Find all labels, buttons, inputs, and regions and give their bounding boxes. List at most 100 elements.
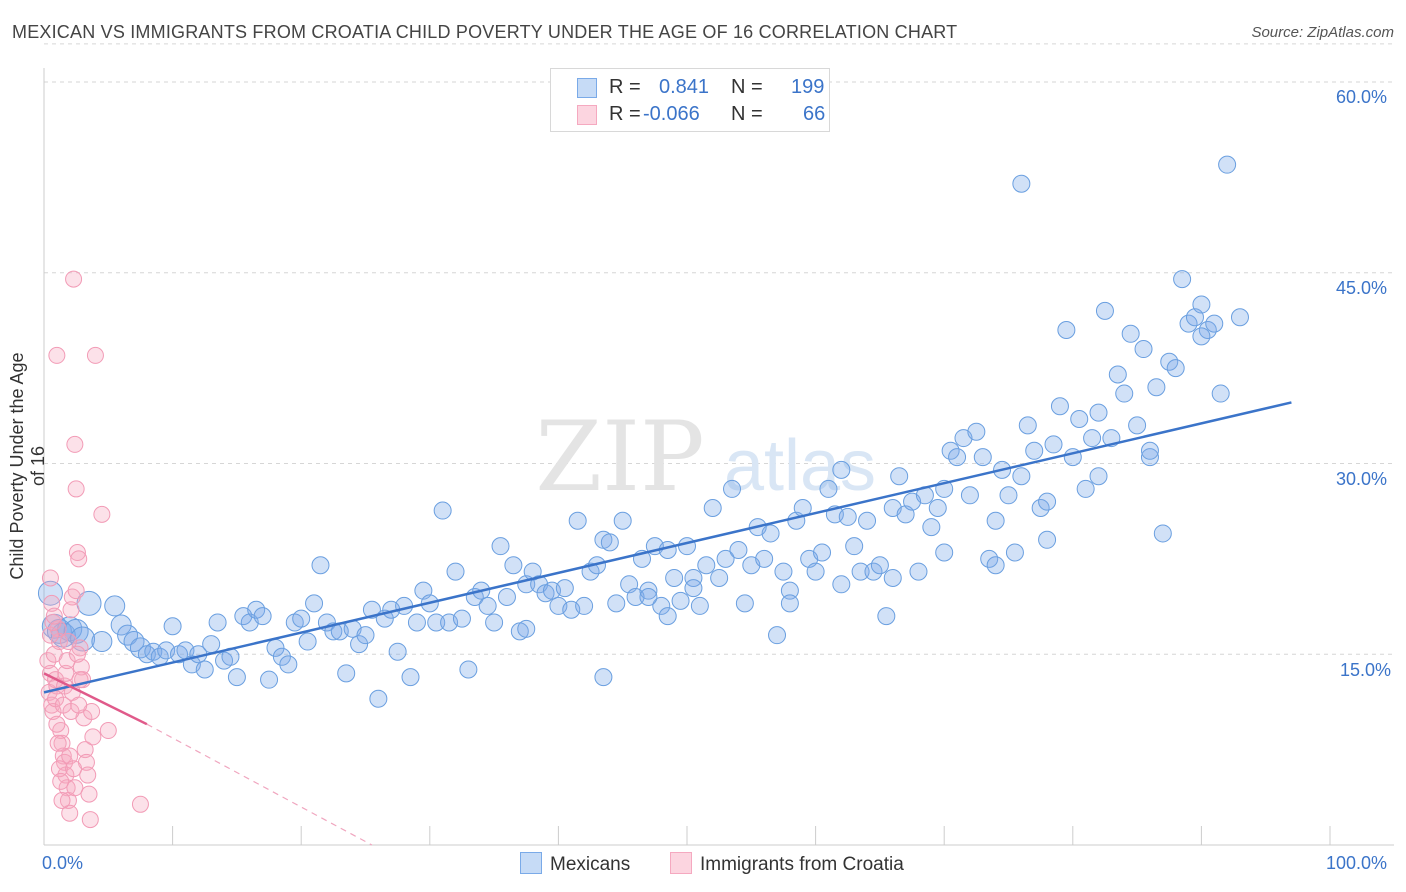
point-mexicans-156 <box>1050 397 1069 416</box>
point-mexicans-173 <box>1160 352 1179 371</box>
point-mexicans-197 <box>1192 327 1211 346</box>
chart-source: Source: ZipAtlas.com <box>1251 24 1394 41</box>
point-mexicans-113 <box>774 562 793 581</box>
point-croatia-63 <box>41 569 59 587</box>
series-mexicans <box>37 155 1249 708</box>
point-croatia-21 <box>66 435 84 453</box>
point-mexicans-123 <box>838 507 857 526</box>
point-mexicans-54 <box>395 596 414 615</box>
point-mexicans-63 <box>452 609 471 628</box>
point-mexicans-189 <box>780 594 799 613</box>
point-mexicans-149 <box>1005 543 1024 562</box>
point-mexicans-99 <box>684 568 703 587</box>
point-mexicans-193 <box>986 511 1005 530</box>
n-label: N = <box>731 103 763 125</box>
point-mexicans-9 <box>104 595 126 617</box>
point-mexicans-120 <box>819 479 838 498</box>
point-mexicans-64 <box>459 660 478 679</box>
point-mexicans-94 <box>652 596 671 615</box>
point-croatia-11 <box>53 734 71 752</box>
y-tick-30: 30.0% <box>1336 469 1388 489</box>
point-mexicans-142 <box>960 486 979 505</box>
point-mexicans-114 <box>780 581 799 600</box>
point-croatia-43 <box>45 607 63 625</box>
point-mexicans-24 <box>202 635 221 654</box>
point-mexicans-183 <box>1012 174 1031 193</box>
point-croatia-32 <box>80 785 98 803</box>
trend-mexicans <box>43 401 1292 694</box>
point-croatia-46 <box>49 734 67 752</box>
point-mexicans-118 <box>806 562 825 581</box>
point-mexicans-87 <box>607 594 626 613</box>
x-tick-0: 0.0% <box>42 853 84 873</box>
point-mexicans-138 <box>935 543 954 562</box>
point-mexicans-35 <box>272 647 291 666</box>
point-mexicans-166 <box>1115 384 1134 403</box>
point-mexicans-25 <box>208 613 227 632</box>
legend-swatch-pink <box>577 105 597 125</box>
point-mexicans-194 <box>1038 530 1057 549</box>
point-croatia-9 <box>50 633 68 651</box>
point-croatia-35 <box>84 728 102 746</box>
point-mexicans-179 <box>1198 320 1217 339</box>
point-croatia-49 <box>53 791 71 809</box>
point-mexicans-188 <box>684 579 703 598</box>
point-mexicans-131 <box>890 467 909 486</box>
point-mexicans-106 <box>729 540 748 559</box>
point-mexicans-97 <box>671 591 690 610</box>
point-croatia-59 <box>66 779 84 797</box>
r-label: R = <box>609 103 641 125</box>
point-mexicans-134 <box>909 562 928 581</box>
point-mexicans-79 <box>555 579 574 598</box>
trend-lines <box>43 401 1292 846</box>
point-croatia-52 <box>57 664 75 682</box>
point-mexicans-167 <box>1121 324 1140 343</box>
point-mexicans-151 <box>1018 416 1037 435</box>
trend-croatia-extension <box>146 723 373 846</box>
axes <box>43 68 1394 846</box>
chart-title: MEXICAN VS IMMIGRANTS FROM CROATIA CHILD… <box>12 22 958 42</box>
point-mexicans-71 <box>504 556 523 575</box>
point-mexicans-96 <box>665 568 684 587</box>
point-mexicans-31 <box>247 600 266 619</box>
point-mexicans-126 <box>858 511 877 530</box>
point-mexicans-111 <box>761 524 780 543</box>
point-croatia-22 <box>67 480 85 498</box>
point-croatia-36 <box>86 346 104 364</box>
point-mexicans-6 <box>70 626 96 652</box>
point-mexicans-62 <box>446 562 465 581</box>
point-croatia-17 <box>61 804 79 822</box>
point-mexicans-32 <box>253 607 272 626</box>
point-mexicans-70 <box>497 588 516 607</box>
point-croatia-0 <box>39 652 57 670</box>
point-mexicans-67 <box>478 596 497 615</box>
point-mexicans-186 <box>639 588 658 607</box>
point-mexicans-169 <box>1134 340 1153 359</box>
point-mexicans-47 <box>350 635 369 654</box>
point-croatia-26 <box>72 658 90 676</box>
point-mexicans-45 <box>337 664 356 683</box>
point-mexicans-191 <box>883 568 902 587</box>
point-croatia-64 <box>131 795 149 813</box>
point-mexicans-176 <box>1179 314 1198 333</box>
n-value: 199 <box>791 76 825 98</box>
point-mexicans-181 <box>1211 384 1230 403</box>
point-croatia-40 <box>41 626 59 644</box>
point-croatia-33 <box>81 811 99 829</box>
point-mexicans-23 <box>195 660 214 679</box>
point-mexicans-50 <box>369 689 388 708</box>
point-mexicans-119 <box>813 543 832 562</box>
point-mexicans-81 <box>568 511 587 530</box>
point-croatia-61 <box>68 645 86 663</box>
point-croatia-23 <box>68 544 86 562</box>
point-mexicans-53 <box>388 642 407 661</box>
trend-croatia <box>43 672 148 726</box>
point-mexicans-105 <box>723 479 742 498</box>
point-mexicans-168 <box>1128 416 1147 435</box>
point-mexicans-10 <box>110 614 132 636</box>
point-mexicans-38 <box>292 609 311 628</box>
point-mexicans-198 <box>1230 308 1249 327</box>
y-tick-60: 60.0% <box>1336 87 1388 107</box>
point-mexicans-104 <box>716 549 735 568</box>
